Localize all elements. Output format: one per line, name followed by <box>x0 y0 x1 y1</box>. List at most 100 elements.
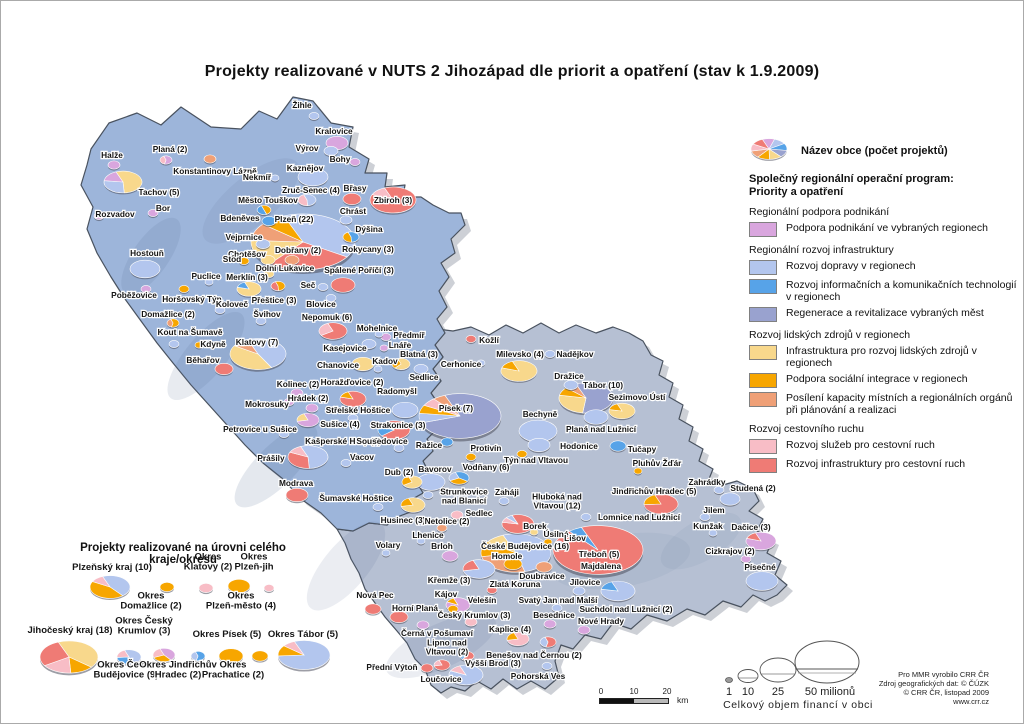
scale-bar: 0 10 20 km <box>597 687 707 711</box>
town-label: Běhařov <box>186 355 220 365</box>
town-label: Prášily <box>257 453 285 463</box>
town-label: Cerhonice <box>441 359 482 369</box>
size-circle-25 <box>759 657 797 683</box>
town-label: Dačice (3) <box>731 522 770 532</box>
town-pie <box>633 467 643 476</box>
town-pie <box>529 528 539 537</box>
town-label: Tachov (5) <box>139 187 180 197</box>
area-legend-label: Okres Klatovy (2) <box>184 552 233 573</box>
town-pie <box>609 440 627 453</box>
town-label: Sedlec <box>466 508 493 518</box>
town-label: Kdyně <box>200 339 226 349</box>
town-label: Nová Pec <box>356 590 394 600</box>
town-pie <box>297 167 329 188</box>
area-legend-pie <box>89 575 131 600</box>
town-pie <box>535 561 553 574</box>
legend-swatch-regen <box>749 307 777 322</box>
town-pie <box>107 160 121 171</box>
area-legend-label: Okres Tábor (5) <box>268 629 338 640</box>
town-label: Rozvadov <box>95 209 135 219</box>
town-pie <box>349 158 361 168</box>
town-label: Puclice <box>191 271 220 281</box>
town-label: Horažďovice (2) <box>321 377 384 387</box>
town-pie <box>441 550 459 563</box>
legend-item-label: Podpora sociální integrace v regionech <box>786 373 968 385</box>
legend-item: Podpora podnikání ve vybraných regionech <box>749 222 1017 237</box>
scale-bar-seg-light <box>634 699 668 703</box>
page-title: Projekty realizované v NUTS 2 Jihozápad … <box>204 63 820 80</box>
town-pie <box>166 318 180 329</box>
legend-group-heading: Rozvoj lidských zdrojů v regionech <box>749 329 911 341</box>
town-pie <box>305 403 319 414</box>
town-pie <box>572 586 586 597</box>
size-legend: 1 10 25 50 milionů Celkový objem financí… <box>713 629 888 711</box>
town-label: Bdeněves <box>220 213 260 223</box>
town-pie <box>214 363 234 377</box>
town-pie <box>287 445 329 470</box>
town-pie <box>391 401 419 420</box>
town-label: Husinec (3) <box>381 515 426 525</box>
town-pie <box>103 170 143 195</box>
legend-item-label: Rozvoj informačních a komunikačních tech… <box>786 279 1017 303</box>
legend-item: Infrastruktura pro rozvoj lidských zdroj… <box>749 345 1017 369</box>
pie-symbol-icon <box>750 138 788 161</box>
town-pie <box>459 651 475 663</box>
town-pie <box>325 294 337 304</box>
town-label: Rokycany (3) <box>342 244 394 254</box>
town-label: Kout na Šumavě <box>157 326 222 337</box>
area-legend-pie <box>218 648 244 665</box>
town-label: Horšovský Týn <box>162 294 221 304</box>
scale-bar-seg-dark <box>600 699 634 703</box>
town-label: Bor <box>156 203 171 213</box>
town-pie <box>708 529 718 538</box>
legend-symbol-label: Název obce (počet projektů) <box>801 145 948 157</box>
town-pie <box>178 285 190 295</box>
town-label: Koloveč <box>216 299 249 309</box>
area-legend-pie <box>190 651 206 663</box>
town-label: Vyšší Brod (3) <box>465 658 521 668</box>
size-value-25: 25 <box>771 686 785 698</box>
town-pie <box>270 281 286 293</box>
town-pie <box>330 277 356 294</box>
town-pie <box>527 437 551 454</box>
town-label: Žihle <box>292 99 312 110</box>
town-label: Blovice <box>306 299 336 309</box>
area-legend-label: Okres Český Krumlov (3) <box>115 615 173 637</box>
area-legend-pie <box>198 583 214 595</box>
town-label: Sedlice <box>409 372 438 382</box>
area-legend-pie <box>116 649 142 666</box>
legend-item: Podpora sociální integrace v regionech <box>749 373 1017 388</box>
relief-shading <box>306 521 386 611</box>
area-legend-pie <box>39 640 99 676</box>
town-label: Klatovy (7) <box>236 337 279 347</box>
relief-shading <box>385 613 497 679</box>
town-label: Zlatá Koruna <box>490 579 541 589</box>
town-label: Horní Planá <box>392 603 438 613</box>
town-pie <box>351 356 375 373</box>
town-pie <box>290 388 304 399</box>
town-pie <box>577 625 591 636</box>
town-label: Netolice (2) <box>425 516 470 526</box>
size-legend-circles <box>725 640 860 684</box>
town-label: Český Krumlov (3) <box>438 609 511 620</box>
town-label: Loučovice <box>420 674 461 684</box>
town-label: Nové Hrady <box>578 616 624 626</box>
town-pie <box>503 558 523 572</box>
town-label: Majdalena <box>581 561 622 571</box>
town-pie <box>194 341 204 350</box>
legend-group-heading: Regionální podpora podnikání <box>749 206 890 218</box>
town-label: Kasejovice <box>323 343 367 353</box>
town-label: Studená (2) <box>730 483 775 493</box>
town-label: Benešov nad Černou (2) <box>486 649 582 660</box>
relief-shading <box>167 311 245 401</box>
area-legend-label: Jihočeský kraj (18) <box>27 625 112 636</box>
town-label: Švihov <box>253 308 281 319</box>
town-label: Kašperské Hory (3) <box>305 436 381 446</box>
pie-symbol <box>750 138 788 161</box>
town-pie <box>347 414 359 424</box>
town-pie <box>448 664 484 687</box>
town-pie <box>476 359 486 368</box>
town-pie <box>297 194 317 208</box>
area-legend-label: Okres České Budějovice (9) <box>94 659 159 681</box>
town-pie <box>552 525 644 578</box>
